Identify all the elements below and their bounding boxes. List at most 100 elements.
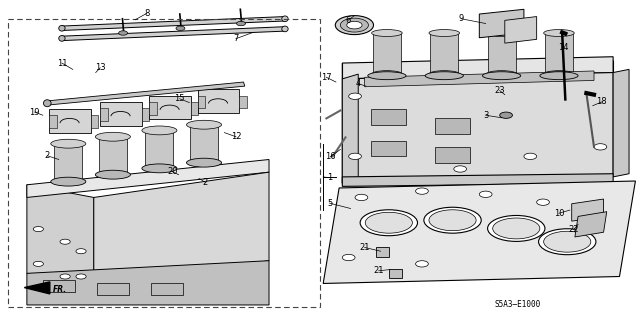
Circle shape — [415, 188, 428, 194]
Bar — [389, 269, 401, 278]
Text: 10: 10 — [554, 209, 564, 218]
Polygon shape — [572, 199, 604, 221]
Ellipse shape — [483, 72, 521, 80]
Ellipse shape — [59, 35, 65, 41]
Circle shape — [237, 21, 246, 26]
Circle shape — [355, 194, 368, 201]
Ellipse shape — [424, 207, 481, 233]
Ellipse shape — [186, 158, 221, 167]
Polygon shape — [545, 33, 573, 76]
Polygon shape — [27, 261, 269, 305]
Polygon shape — [323, 181, 636, 284]
Ellipse shape — [51, 177, 86, 186]
Text: 14: 14 — [558, 43, 569, 52]
Ellipse shape — [539, 229, 596, 255]
Polygon shape — [24, 282, 50, 294]
Text: 15: 15 — [175, 94, 185, 103]
Text: 13: 13 — [95, 63, 106, 72]
Circle shape — [349, 153, 362, 160]
Circle shape — [76, 249, 86, 254]
Circle shape — [76, 274, 86, 279]
Polygon shape — [62, 27, 285, 41]
Polygon shape — [198, 96, 205, 108]
Polygon shape — [342, 74, 358, 183]
Bar — [371, 141, 406, 156]
Polygon shape — [91, 115, 99, 128]
Ellipse shape — [186, 120, 221, 129]
Ellipse shape — [360, 210, 417, 236]
Bar — [97, 283, 129, 295]
Polygon shape — [27, 160, 269, 197]
Polygon shape — [190, 125, 218, 163]
Polygon shape — [613, 69, 629, 177]
Bar — [151, 283, 183, 295]
Text: 19: 19 — [29, 108, 40, 116]
Circle shape — [524, 153, 537, 160]
Text: 20: 20 — [167, 167, 177, 176]
Ellipse shape — [44, 100, 51, 107]
Ellipse shape — [425, 72, 463, 80]
Ellipse shape — [372, 70, 402, 78]
Ellipse shape — [372, 30, 402, 36]
Polygon shape — [141, 108, 149, 121]
Polygon shape — [27, 185, 94, 286]
Text: 9: 9 — [459, 14, 464, 23]
Bar — [435, 147, 470, 163]
Circle shape — [340, 18, 369, 32]
Ellipse shape — [429, 210, 476, 231]
Ellipse shape — [59, 26, 65, 31]
Polygon shape — [342, 174, 613, 186]
Polygon shape — [46, 82, 245, 105]
Ellipse shape — [486, 70, 517, 78]
Text: 11: 11 — [57, 59, 67, 68]
Polygon shape — [479, 9, 524, 38]
Ellipse shape — [543, 30, 574, 36]
Polygon shape — [365, 71, 594, 87]
Text: 18: 18 — [596, 97, 607, 107]
Polygon shape — [94, 172, 269, 286]
Polygon shape — [505, 17, 537, 43]
Polygon shape — [54, 144, 83, 182]
Polygon shape — [239, 96, 246, 108]
Polygon shape — [145, 130, 173, 168]
Ellipse shape — [95, 132, 131, 141]
Circle shape — [581, 207, 594, 213]
Ellipse shape — [282, 26, 288, 32]
Polygon shape — [149, 102, 157, 115]
Circle shape — [118, 31, 127, 35]
Polygon shape — [149, 96, 191, 119]
Polygon shape — [49, 109, 91, 133]
Ellipse shape — [429, 30, 460, 36]
Text: 22: 22 — [568, 225, 579, 234]
Polygon shape — [342, 72, 613, 183]
Ellipse shape — [429, 70, 460, 78]
Polygon shape — [191, 102, 198, 115]
Ellipse shape — [488, 215, 545, 241]
Circle shape — [347, 21, 362, 29]
Text: 3: 3 — [483, 111, 488, 120]
Polygon shape — [49, 115, 57, 128]
Text: 8: 8 — [144, 9, 149, 18]
Ellipse shape — [543, 231, 591, 252]
Ellipse shape — [282, 16, 288, 22]
Polygon shape — [430, 33, 458, 76]
Bar — [43, 280, 75, 292]
Text: FR.: FR. — [52, 285, 67, 294]
Polygon shape — [342, 57, 613, 79]
Ellipse shape — [543, 70, 574, 78]
Circle shape — [594, 144, 607, 150]
Ellipse shape — [51, 139, 86, 148]
Text: 21: 21 — [359, 243, 370, 252]
Text: 16: 16 — [325, 152, 335, 161]
Text: 2: 2 — [45, 151, 50, 160]
Text: 23: 23 — [494, 86, 505, 95]
Circle shape — [60, 239, 70, 244]
Polygon shape — [198, 89, 239, 113]
Text: 5: 5 — [327, 199, 332, 208]
Circle shape — [479, 191, 492, 197]
Polygon shape — [373, 33, 401, 76]
Bar — [376, 248, 389, 257]
Ellipse shape — [486, 30, 517, 36]
Polygon shape — [100, 102, 141, 126]
Circle shape — [349, 93, 362, 100]
